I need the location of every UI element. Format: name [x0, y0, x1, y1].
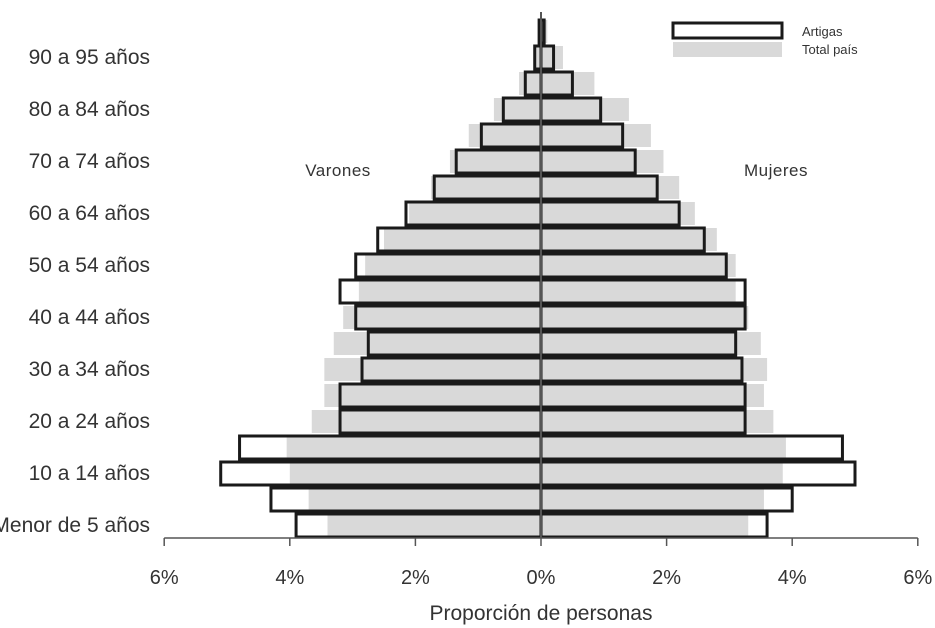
total-pais-female-bar — [541, 358, 768, 381]
y-category-label: 30 a 34 años — [29, 358, 150, 381]
total-pais-male-bar — [333, 332, 541, 355]
total-pais-female-bar — [541, 72, 595, 95]
legend-swatch-total-pais — [673, 42, 782, 57]
x-tick-label: 0% — [527, 567, 556, 589]
y-category-label: 20 a 24 años — [29, 410, 150, 433]
total-pais-female-bar — [541, 228, 717, 251]
varones-label: Varones — [305, 161, 371, 180]
total-pais-male-bar — [311, 410, 541, 433]
y-category-label: 60 a 64 años — [29, 202, 150, 225]
total-pais-female-bar — [541, 98, 629, 121]
y-category-label: 10 a 14 años — [29, 462, 150, 485]
total-pais-female-bar — [541, 306, 749, 329]
total-pais-female-bar — [541, 280, 736, 303]
total-pais-male-bar — [358, 280, 541, 303]
total-pais-female-bar — [541, 488, 764, 511]
total-pais-female-bar — [541, 124, 651, 147]
x-axis-ticks: 6% 4% 2% 0% 2% 4% 6% — [150, 538, 932, 589]
x-tick-label: 6% — [150, 567, 179, 589]
y-category-label: 40 a 44 años — [29, 306, 150, 329]
total-pais-male-bar — [308, 488, 541, 511]
total-pais-female-bar — [541, 436, 786, 459]
total-pais-female-bar — [541, 514, 749, 537]
total-pais-male-bar — [289, 462, 541, 485]
total-pais-male-bar — [365, 254, 541, 277]
total-pais-female-bar — [541, 150, 664, 173]
artigas-bars — [219, 18, 857, 539]
total-pais-male-bar — [343, 306, 541, 329]
total-pais-male-bar — [468, 124, 541, 147]
x-tick-label: 2% — [401, 567, 430, 589]
y-category-label: Menor de 5 años — [0, 514, 150, 537]
x-tick-label: 2% — [652, 567, 681, 589]
x-axis-title: Proporción de personas — [430, 602, 653, 625]
total-pais-male-bar — [327, 514, 541, 537]
x-tick-label: 4% — [275, 567, 304, 589]
total-pais-bars — [286, 20, 786, 537]
y-axis-labels: Menor de 5 años 10 a 14 años 20 a 24 años 3… — [0, 46, 150, 537]
total-pais-female-bar — [541, 202, 695, 225]
y-category-label: 50 a 54 años — [29, 254, 150, 277]
total-pais-female-bar — [541, 462, 783, 485]
total-pais-male-bar — [286, 436, 541, 459]
total-pais-female-bar — [541, 46, 563, 69]
total-pais-male-bar — [431, 176, 541, 199]
total-pais-female-bar — [541, 176, 680, 199]
total-pais-female-bar — [541, 254, 736, 277]
total-pais-male-bar — [409, 202, 541, 225]
mujeres-label: Mujeres — [744, 161, 808, 180]
legend-swatch-artigas — [671, 21, 784, 40]
total-pais-male-bar — [534, 46, 541, 69]
x-tick-label: 4% — [778, 567, 807, 589]
legend-label-total-pais: Total país — [802, 42, 858, 57]
total-pais-male-bar — [324, 384, 541, 407]
total-pais-male-bar — [449, 150, 541, 173]
total-pais-male-bar — [493, 98, 541, 121]
total-pais-female-bar — [541, 384, 764, 407]
legend: Artigas Total país — [671, 21, 858, 57]
legend-label-artigas: Artigas — [802, 24, 843, 39]
total-pais-male-bar — [384, 228, 541, 251]
total-pais-male-bar — [324, 358, 541, 381]
total-pais-female-bar — [541, 410, 774, 433]
y-category-label: 90 a 95 años — [29, 46, 150, 69]
total-pais-female-bar — [541, 332, 761, 355]
x-tick-label: 6% — [903, 567, 932, 589]
y-category-label: 80 a 84 años — [29, 98, 150, 121]
y-category-label: 70 a 74 años — [29, 150, 150, 173]
total-pais-male-bar — [519, 72, 541, 95]
